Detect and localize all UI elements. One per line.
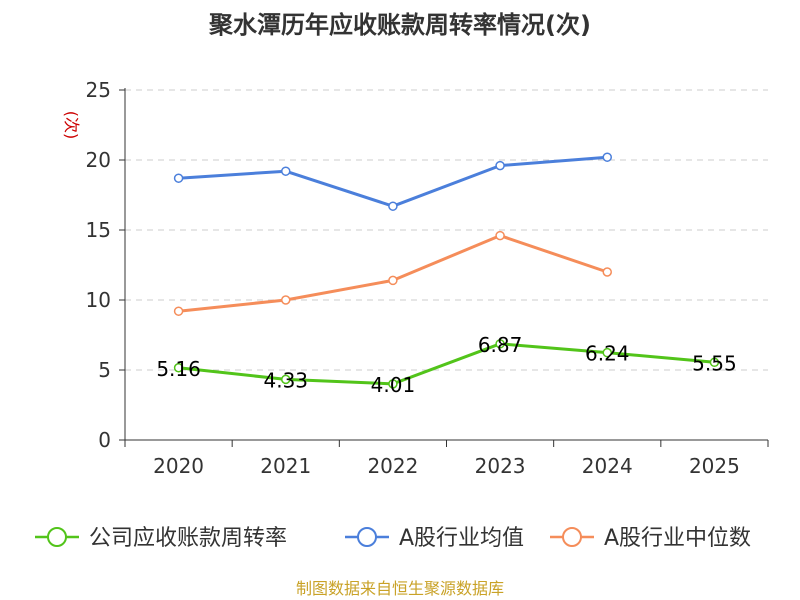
legend-item: A股行业中位数 [550,526,751,551]
series-line [178,342,715,386]
data-label: 4.33 [263,368,308,392]
data-point [281,374,291,385]
y-tick-label: 0 [98,428,111,452]
data-label: 5.55 [692,351,737,375]
data-point [173,306,184,316]
y-tick-label: 5 [98,358,111,382]
data-label: 6.24 [585,342,630,366]
data-point [173,363,184,373]
y-tick-label: 20 [86,148,111,172]
legend-marker [357,527,377,547]
legend-item: 公司应收账款周转率 [35,526,287,551]
x-tick-label: 2021 [260,454,311,478]
data-point [709,357,720,368]
x-tick-label: 2024 [582,454,633,478]
legend: 公司应收账款周转率 A股行业均值 A股行业中位数 [35,526,751,551]
data-point [602,347,612,358]
x-tick-label: 2020 [153,454,204,478]
data-label: 5.16 [156,357,201,381]
data-point [388,201,398,211]
chart-title: 聚水潭历年应收账款周转率情况(次) [208,11,591,39]
source-note: 制图数据来自恒生聚源数据库 [296,579,504,598]
legend-label: 公司应收账款周转率 [89,526,287,551]
y-tick-label: 10 [86,288,111,312]
series-0: 5.16 4.33 4.01 6.87 6.24 5.55 [156,333,736,397]
data-point [388,275,398,286]
x-tick-label: 2025 [689,454,740,478]
legend-item: A股行业均值 [345,526,524,551]
y-tick-label: 25 [86,78,111,102]
data-point [173,173,184,183]
data-point [495,230,505,241]
data-label: 6.87 [478,333,523,357]
data-label: 4.01 [371,373,416,397]
data-point [281,166,291,176]
x-tick-label: 2022 [367,454,418,478]
series-1 [173,152,612,211]
x-tick-label: 2023 [475,454,526,478]
gridlines [125,89,768,371]
legend-marker [47,527,67,547]
data-point [602,267,612,277]
legend-label: A股行业中位数 [604,526,751,551]
legend-label: A股行业均值 [399,526,524,551]
series-line [178,155,608,208]
data-point [388,379,398,389]
series-2 [173,230,612,316]
y-tick-label: 15 [86,218,111,242]
y-axis-unit-label: (次) [62,111,81,140]
data-point [495,160,505,171]
data-point [495,339,505,349]
series-layer: 5.16 4.33 4.01 6.87 6.24 5.55 [156,152,737,397]
data-point [602,152,612,162]
legend-marker [562,527,582,547]
data-point [281,295,291,305]
